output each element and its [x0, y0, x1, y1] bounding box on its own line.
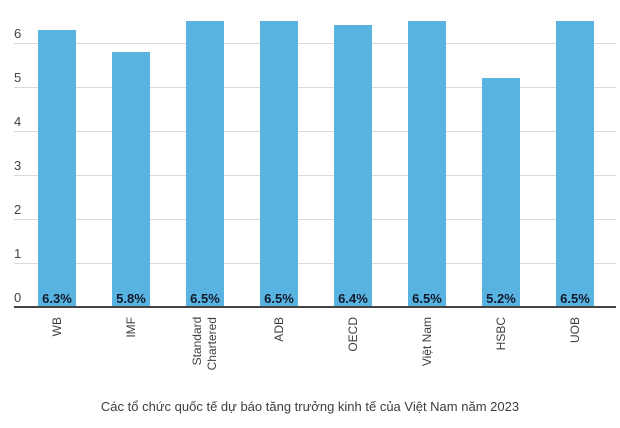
gridline: [14, 175, 616, 176]
bar-value-label: 6.5%: [560, 291, 590, 306]
gridline: [14, 43, 616, 44]
bar-value-label: 6.3%: [42, 291, 72, 306]
bar: [260, 21, 298, 307]
bar-value-label: 6.5%: [264, 291, 294, 306]
x-axis-label: ADB: [271, 317, 286, 342]
gridline: [14, 131, 616, 132]
y-axis-tick-label: 3: [14, 158, 22, 173]
y-axis-tick-label: 6: [14, 26, 22, 41]
bar: [482, 78, 520, 307]
bar-value-label: 6.4%: [338, 291, 368, 306]
bar: [186, 21, 224, 307]
gridline: [14, 219, 616, 220]
y-axis-tick-label: 5: [14, 70, 22, 85]
bar-value-label: 5.2%: [486, 291, 516, 306]
chart-caption: Các tổ chức quốc tế dự báo tăng trưởng k…: [100, 399, 520, 414]
bar: [112, 52, 150, 307]
x-axis-label: UOB: [567, 317, 582, 344]
y-axis-tick-label: 0: [14, 290, 22, 305]
gridline: [14, 87, 616, 88]
x-axis-label: Standard Chartered: [190, 317, 219, 371]
x-axis-label: OECD: [345, 317, 360, 352]
x-axis-label: Việt Nam: [419, 317, 434, 367]
y-axis-tick-label: 4: [14, 114, 22, 129]
bar-value-label: 6.5%: [412, 291, 442, 306]
bar: [408, 21, 446, 307]
x-axis-label: IMF: [123, 317, 138, 338]
bar: [556, 21, 594, 307]
bar: [334, 25, 372, 307]
x-axis-line: [14, 306, 616, 308]
bar-value-label: 5.8%: [116, 291, 146, 306]
gridline: [14, 263, 616, 264]
y-axis-tick-label: 1: [14, 246, 22, 261]
bar: [38, 30, 76, 307]
bar-value-label: 6.5%: [190, 291, 220, 306]
x-axis-label: HSBC: [493, 317, 508, 351]
x-axis-label: WB: [49, 317, 64, 337]
y-axis-tick-label: 2: [14, 202, 22, 217]
